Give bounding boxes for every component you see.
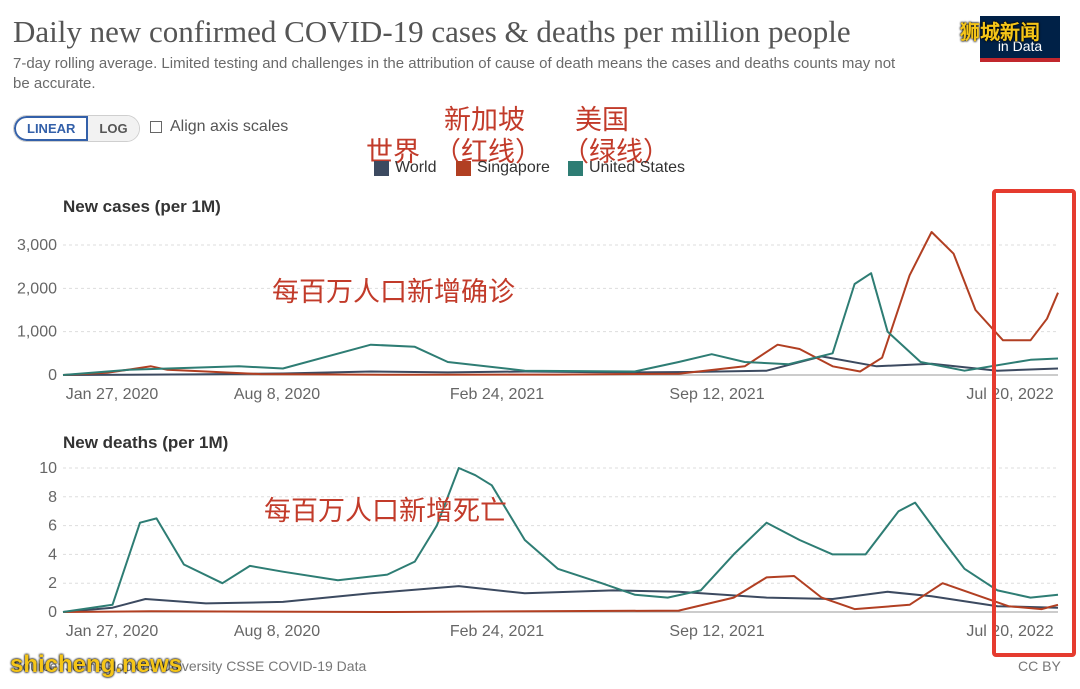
- deaths-y-tick-label: 8: [48, 489, 57, 506]
- watermark-bottom: shicheng.news: [10, 651, 183, 678]
- cases-x-tick-label: Jul 20, 2022: [966, 386, 1053, 403]
- cases-x-tick-label: Aug 8, 2020: [234, 386, 320, 403]
- deaths-x-tick-label: Sep 12, 2021: [669, 623, 764, 640]
- legend-swatch-world: [374, 160, 389, 176]
- deaths-y-tick-label: 4: [48, 546, 57, 563]
- linear-button[interactable]: LINEAR: [14, 116, 89, 141]
- annotation-deaths: 每百万人口新增死亡: [264, 496, 507, 526]
- deaths-panel-title: New deaths (per 1M): [63, 433, 229, 452]
- logo-text: in Data: [997, 38, 1043, 54]
- cases-y-tick-label: 3,000: [17, 237, 57, 254]
- legend-united-states[interactable]: United States: [568, 159, 685, 177]
- annotation-cases: 每百万人口新增确诊: [272, 277, 515, 307]
- source-note[interactable]: Source: Johns Hopkins University CSSE CO…: [13, 658, 367, 674]
- cases-series-united-states[interactable]: [62, 272, 1059, 376]
- annotation-singapore-2: （红线）: [434, 137, 542, 167]
- cases-panel-title: New cases (per 1M): [63, 197, 221, 216]
- legend-label-singapore: Singapore: [477, 159, 550, 176]
- highlight-box: [992, 189, 1076, 657]
- cases-y-tick-label: 1,000: [17, 324, 57, 341]
- legend-singapore[interactable]: Singapore: [456, 159, 550, 177]
- deaths-y-tick-label: 0: [48, 604, 57, 621]
- deaths-x-tick-label: Feb 24, 2021: [450, 623, 544, 640]
- deaths-x-tick-label: Jan 27, 2020: [66, 623, 159, 640]
- deaths-series-singapore[interactable]: [62, 575, 1059, 613]
- deaths-series-world[interactable]: [62, 585, 1059, 613]
- align-checkbox[interactable]: [150, 121, 162, 133]
- cases-series-singapore[interactable]: [62, 231, 1059, 376]
- log-button[interactable]: LOG: [88, 116, 139, 141]
- deaths-y-tick-label: 2: [48, 575, 57, 592]
- chart-subtitle: 7-day rolling average. Limited testing a…: [13, 55, 896, 92]
- align-axis-scales[interactable]: Align axis scales: [150, 118, 288, 136]
- annotation-singapore-1: 新加坡: [444, 105, 525, 135]
- legend-swatch-singapore: [456, 160, 471, 176]
- scale-toggle[interactable]: LINEAR LOG: [13, 115, 140, 142]
- cases-y-tick-label: 2,000: [17, 280, 57, 297]
- legend-swatch-united-states: [568, 160, 583, 176]
- license-link[interactable]: CC BY: [1018, 658, 1061, 674]
- deaths-x-tick-label: Aug 8, 2020: [234, 623, 320, 640]
- deaths-x-tick-label: Jul 20, 2022: [966, 623, 1053, 640]
- cases-x-tick-label: Sep 12, 2021: [669, 386, 764, 403]
- deaths-series-united-states[interactable]: [62, 467, 1059, 613]
- annotation-us-1: 美国: [575, 105, 629, 135]
- deaths-y-tick-label: 10: [39, 460, 57, 477]
- align-label: Align axis scales: [170, 118, 289, 135]
- deaths-y-tick-label: 6: [48, 518, 57, 535]
- legend-label-world: World: [395, 159, 437, 176]
- ourworldindata-logo[interactable]: in Data: [980, 16, 1060, 62]
- cases-y-tick-label: 0: [48, 367, 57, 384]
- watermark-top: 狮城新闻: [960, 22, 1040, 44]
- legend-world[interactable]: World: [374, 159, 437, 177]
- chart-title: Daily new confirmed COVID-19 cases & dea…: [13, 14, 851, 49]
- legend-label-united-states: United States: [589, 159, 686, 176]
- cases-x-tick-label: Feb 24, 2021: [450, 386, 544, 403]
- cases-x-tick-label: Jan 27, 2020: [66, 386, 159, 403]
